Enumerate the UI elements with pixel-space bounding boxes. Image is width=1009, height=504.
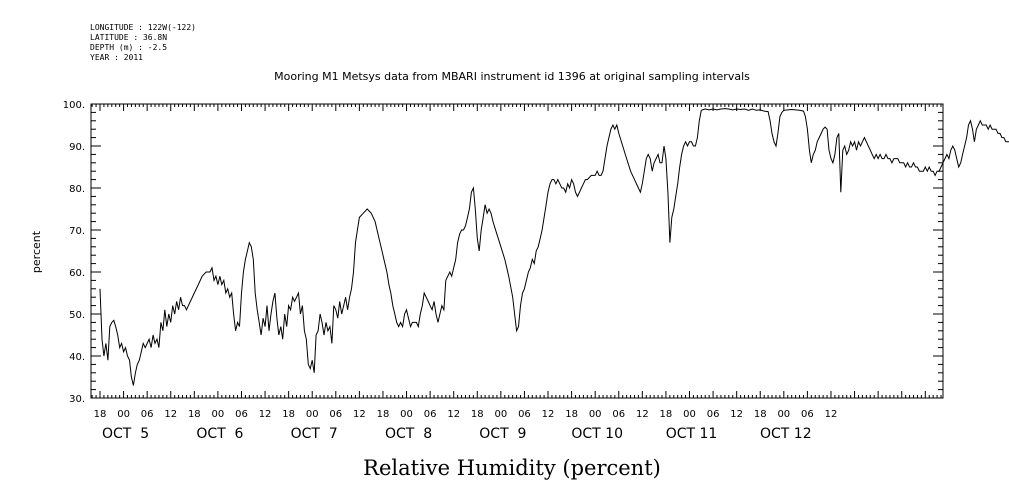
x-date-label: OCT 8 (385, 426, 432, 442)
y-tick-label: 100. (63, 100, 85, 111)
chart-title: Mooring M1 Metsys data from MBARI instru… (274, 70, 750, 83)
x-hour-label: 12 (636, 409, 649, 420)
x-hour-label: 00 (400, 409, 413, 420)
x-hour-label: 00 (306, 409, 319, 420)
x-hour-label: 00 (683, 409, 696, 420)
x-hour-label: 18 (565, 409, 578, 420)
plot-frame (90, 103, 944, 399)
x-hour-label: 18 (660, 409, 673, 420)
x-hour-label: 12 (447, 409, 460, 420)
x-date-label: OCT 12 (760, 426, 812, 442)
x-hour-label: 12 (542, 409, 555, 420)
x-axis-label: Relative Humidity (percent) (363, 456, 661, 480)
x-hour-label: 00 (777, 409, 790, 420)
x-hour-label: 00 (589, 409, 602, 420)
y-tick-label: 30. (69, 394, 85, 405)
y-tick-label: 80. (69, 184, 85, 195)
x-hour-label: 18 (282, 409, 295, 420)
y-axis-label: percent (30, 230, 43, 273)
x-hour-label: 06 (424, 409, 437, 420)
x-hour-label: 12 (730, 409, 743, 420)
x-hour-label: 06 (707, 409, 720, 420)
x-hour-label: 00 (212, 409, 225, 420)
x-date-label: OCT 6 (196, 426, 243, 442)
y-tick-labels: 30. 40. 50. 60. 70. 80. 90. 100. (63, 100, 85, 405)
x-hour-labels: 18 00 06 12 18 00 06 12 18 00 06 12 18 00 06 12 18 00 06 12… (94, 409, 838, 420)
y-tick-label: 40. (69, 352, 85, 363)
x-hour-label: 12 (825, 409, 838, 420)
x-date-label: OCT 5 (102, 426, 149, 442)
x-hour-label: 06 (801, 409, 814, 420)
x-hour-label: 06 (235, 409, 248, 420)
y-tick-label: 70. (69, 226, 85, 237)
x-hour-label: 18 (94, 409, 107, 420)
x-hour-label: 18 (377, 409, 390, 420)
x-hour-label: 18 (754, 409, 767, 420)
x-hour-label: 12 (259, 409, 272, 420)
x-date-label: OCT 9 (479, 426, 526, 442)
y-tick-label: 90. (69, 142, 85, 153)
y-tick-label: 50. (69, 310, 85, 321)
x-hour-label: 06 (612, 409, 625, 420)
humidity-series-line (99, 108, 1009, 386)
x-date-label: OCT 7 (291, 426, 338, 442)
x-date-label: OCT 10 (571, 426, 623, 442)
x-hour-label: 00 (494, 409, 507, 420)
axis-ticks (91, 103, 943, 399)
x-date-label: OCT 11 (666, 426, 718, 442)
meta-latitude: LATITUDE : 36.8N (90, 33, 167, 42)
meta-year: YEAR : 2011 (90, 53, 143, 62)
x-hour-label: 18 (188, 409, 201, 420)
meta-depth: DEPTH (m) : -2.5 (90, 43, 167, 52)
x-hour-label: 00 (117, 409, 130, 420)
y-tick-label: 60. (69, 268, 85, 279)
x-hour-label: 18 (471, 409, 484, 420)
x-hour-label: 12 (164, 409, 177, 420)
x-hour-label: 06 (518, 409, 531, 420)
meta-longitude: LONGITUDE : 122W(-122) (90, 23, 196, 32)
x-hour-label: 06 (141, 409, 154, 420)
x-hour-label: 06 (329, 409, 342, 420)
x-hour-label: 12 (353, 409, 366, 420)
x-date-labels: OCT 5 OCT 6 OCT 7 OCT 8 OCT 9 OCT 10 OCT 11 OCT… (102, 426, 812, 442)
